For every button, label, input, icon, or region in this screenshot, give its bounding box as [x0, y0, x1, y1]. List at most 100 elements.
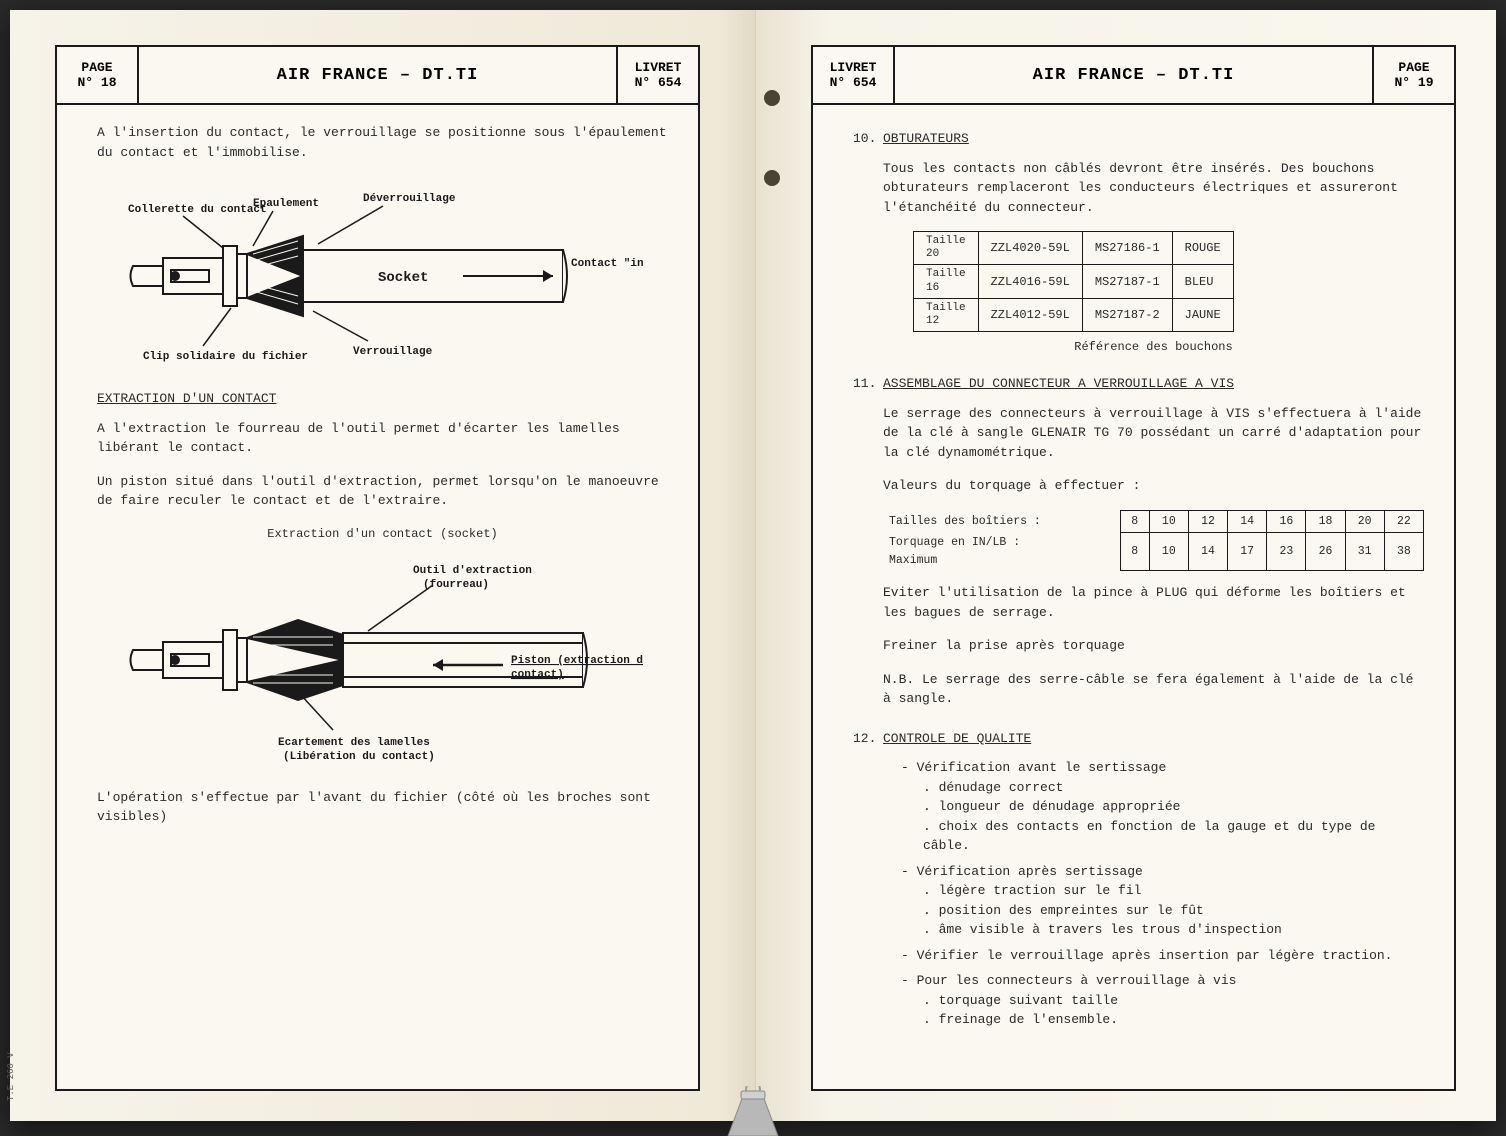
- diagram-insertion: Collerette du contact Epaulement Déverro…: [97, 176, 668, 371]
- table-row: Taille12 ZZL4012-59L MS27187-2 JAUNE: [914, 298, 1234, 331]
- sec-num: 12.: [853, 729, 883, 1036]
- diagram2-caption: Extraction d'un contact (socket): [97, 525, 668, 543]
- sub-item: . freinage de l'ensemble.: [923, 1010, 1424, 1030]
- torque-cell: 17: [1228, 532, 1267, 571]
- sec10-para: Tous les contacts non câblés devront êtr…: [883, 159, 1424, 218]
- s11-p2: Valeurs du torquage à effectuer :: [883, 476, 1424, 496]
- label-ecart-l2: (Libération du contact): [283, 751, 435, 763]
- list-item: - Vérifier le verrouillage après inserti…: [901, 946, 1424, 966]
- label-ecart-l1: Ecartement des lamelles: [278, 737, 430, 749]
- label-socket: Socket: [378, 270, 428, 286]
- livret-label: LIVRET: [830, 60, 877, 75]
- torque-cell: 26: [1306, 532, 1345, 571]
- page-number-box: PAGE N° 19: [1372, 47, 1454, 103]
- section-10: 10. OBTURATEURS Tous les contacts non câ…: [853, 129, 1424, 368]
- page-frame: LIVRET N° 654 AIR FRANCE – DT.TI PAGE N°…: [811, 45, 1456, 1091]
- label-collerette: Collerette du contact: [128, 204, 267, 216]
- cell-color: BLEU: [1172, 265, 1233, 298]
- label-epaulement: Epaulement: [253, 198, 319, 210]
- page-body: A l'insertion du contact, le verrouillag…: [57, 105, 698, 1089]
- s11-p4: Freiner la prise après torquage: [883, 636, 1424, 656]
- page-number-box: PAGE N° 18: [57, 47, 139, 103]
- page-body: 10. OBTURATEURS Tous les contacts non câ…: [813, 105, 1454, 1089]
- group-head: - Vérification après sertissage: [901, 862, 1424, 882]
- cell-size: Taille12: [914, 298, 979, 331]
- closing-paragraph: L'opération s'effectue par l'avant du fi…: [97, 788, 668, 827]
- livret-box: LIVRET N° 654: [813, 47, 895, 103]
- sec-title: ASSEMBLAGE DU CONNECTEUR A VERROUILLAGE …: [883, 374, 1424, 394]
- sub-item: . légère traction sur le fil: [923, 881, 1424, 901]
- cell-size: Taille20: [914, 232, 979, 265]
- section-extraction-title: EXTRACTION D'UN CONTACT: [97, 389, 668, 409]
- page-header: PAGE N° 18 AIR FRANCE – DT.TI LIVRET N° …: [57, 47, 698, 105]
- sub-item: . dénudage correct: [923, 778, 1424, 798]
- cell-size: Taille16: [914, 265, 979, 298]
- list-item: - Vérification avant le sertissage . dén…: [901, 758, 1424, 856]
- book-spread: T.E 260 V PAGE N° 18 AIR FRANCE – DT.TI …: [10, 10, 1496, 1121]
- sec-num: 10.: [853, 129, 883, 368]
- sec-title: CONTROLE DE QUALITE: [883, 729, 1424, 749]
- sub-item: . âme visible à travers les trous d'insp…: [923, 920, 1424, 940]
- cell-ref2: MS27186-1: [1082, 232, 1172, 265]
- sub-item: . position des empreintes sur le fût: [923, 901, 1424, 921]
- group-head: - Pour les connecteurs à verrouillage à …: [901, 971, 1424, 991]
- qc-list: - Vérification avant le sertissage . dén…: [901, 758, 1424, 1030]
- list-item: - Pour les connecteurs à verrouillage à …: [901, 971, 1424, 1030]
- sec-title: OBTURATEURS: [883, 129, 1424, 149]
- torque-cell: 31: [1345, 532, 1384, 571]
- extraction-p2: Un piston situé dans l'outil d'extractio…: [97, 472, 668, 511]
- torque-cell: 10: [1149, 532, 1188, 571]
- s11-p5: N.B. Le serrage des serre-câble se fera …: [883, 670, 1424, 709]
- torque-cell: 38: [1384, 532, 1423, 571]
- page-label: PAGE: [81, 60, 112, 75]
- diagram-extraction: Outil d'extraction (fourreau) Piston (ex…: [97, 555, 668, 770]
- doc-title: AIR FRANCE – DT.TI: [895, 47, 1372, 103]
- punch-holes: [764, 10, 784, 1121]
- table-row: Taille20 ZZL4020-59L MS27186-1 ROUGE: [914, 232, 1234, 265]
- label-outil: Outil d'extraction: [413, 565, 532, 577]
- cell-color: JAUNE: [1172, 298, 1233, 331]
- sec-num: 11.: [853, 374, 883, 723]
- section-11: 11. ASSEMBLAGE DU CONNECTEUR A VERROUILL…: [853, 374, 1424, 723]
- torque-cell: 10: [1149, 510, 1188, 532]
- label-fourreau: (fourreau): [423, 579, 489, 591]
- cell-ref2: MS27187-2: [1082, 298, 1172, 331]
- intro-paragraph: A l'insertion du contact, le verrouillag…: [97, 123, 668, 162]
- sub-item: . choix des contacts en fonction de la g…: [923, 817, 1424, 856]
- page-num: N° 19: [1394, 75, 1433, 90]
- label-piston-l2: contact): [511, 669, 564, 681]
- torque-cell: 22: [1384, 510, 1423, 532]
- group-head: - Vérification avant le sertissage: [901, 758, 1424, 778]
- livret-label: LIVRET: [635, 60, 682, 75]
- hole-icon: [764, 90, 780, 106]
- torque-label: Torquage en IN/LB :Maximum: [883, 532, 1120, 571]
- torque-cell: 14: [1188, 532, 1227, 571]
- sub-item: . longueur de dénudage appropriée: [923, 797, 1424, 817]
- label-clip: Clip solidaire du fichier: [143, 351, 308, 363]
- table-caption: Référence des bouchons: [883, 338, 1424, 356]
- table-row: Taille16 ZZL4016-59L MS27187-1 BLEU: [914, 265, 1234, 298]
- label-deverrouillage: Déverrouillage: [363, 193, 456, 205]
- list-item: - Vérification après sertissage . légère…: [901, 862, 1424, 940]
- torque-cell: 8: [1120, 510, 1149, 532]
- page-right: LIVRET N° 654 AIR FRANCE – DT.TI PAGE N°…: [756, 10, 1496, 1121]
- footer-code: T.E 260 V: [6, 1052, 16, 1101]
- cell-ref1: ZZL4012-59L: [978, 298, 1082, 331]
- torque-cell: 18: [1306, 510, 1345, 532]
- cell-ref1: ZZL4016-59L: [978, 265, 1082, 298]
- extraction-p1: A l'extraction le fourreau de l'outil pe…: [97, 419, 668, 458]
- page-num: N° 18: [77, 75, 116, 90]
- label-piston-l1: Piston (extraction du: [511, 655, 643, 667]
- section-12: 12. CONTROLE DE QUALITE - Vérification a…: [853, 729, 1424, 1036]
- label-verrouillage: Verrouillage: [353, 346, 433, 358]
- livret-num: N° 654: [830, 75, 877, 90]
- page-left: T.E 260 V PAGE N° 18 AIR FRANCE – DT.TI …: [10, 10, 756, 1121]
- torque-cell: 20: [1345, 510, 1384, 532]
- livret-num: N° 654: [635, 75, 682, 90]
- doc-title: AIR FRANCE – DT.TI: [139, 47, 616, 103]
- page-frame: PAGE N° 18 AIR FRANCE – DT.TI LIVRET N° …: [55, 45, 700, 1091]
- cell-color: ROUGE: [1172, 232, 1233, 265]
- livret-box: LIVRET N° 654: [616, 47, 698, 103]
- page-header: LIVRET N° 654 AIR FRANCE – DT.TI PAGE N°…: [813, 47, 1454, 105]
- page-label: PAGE: [1398, 60, 1429, 75]
